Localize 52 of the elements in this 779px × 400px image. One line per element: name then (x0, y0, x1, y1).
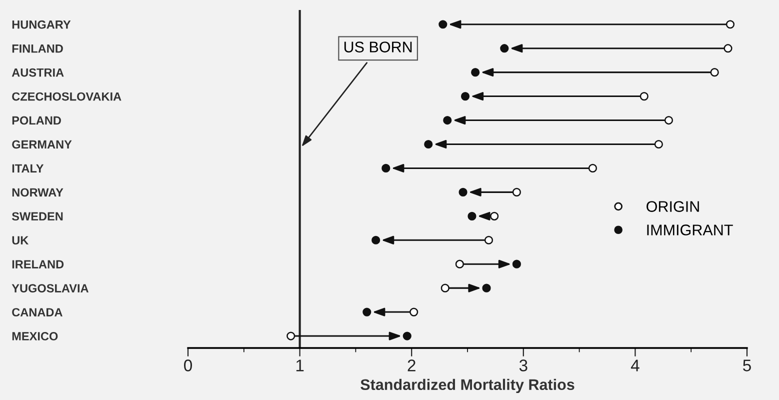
x-tick-label: 3 (519, 360, 528, 372)
y-tick-label: UK (12, 236, 29, 245)
x-tick-label: 2 (408, 360, 416, 372)
x-tick-label: 0 (184, 360, 192, 372)
point (458, 188, 468, 196)
y-tick-label: GERMANY (12, 140, 72, 149)
point (443, 116, 452, 125)
ref-line-label: US BORN (344, 42, 412, 52)
y-tick-label: YUGOSLAVIA (12, 284, 88, 292)
point (440, 284, 450, 292)
point (512, 260, 521, 268)
point (710, 68, 719, 77)
point (455, 260, 464, 268)
point (654, 140, 663, 149)
y-tick-label: AUSTRIA (12, 68, 64, 77)
point (490, 212, 499, 220)
y-tick-label: MEXICO (12, 332, 58, 340)
y-tick-label: POLAND (12, 116, 61, 125)
point (482, 284, 491, 292)
point (512, 188, 521, 196)
point (402, 332, 412, 340)
point (372, 236, 380, 244)
legend-label: IMMIGRANT (647, 224, 733, 236)
point (438, 20, 448, 29)
x-tick-label: 5 (743, 360, 751, 372)
point (362, 308, 372, 316)
point (484, 236, 494, 244)
x-tick-label: 1 (296, 360, 304, 372)
y-tick-label: HUNGARY (12, 20, 71, 29)
point (724, 44, 732, 53)
legend-label: ORIGIN (646, 201, 699, 212)
point (640, 92, 648, 101)
point (500, 44, 509, 53)
point (726, 20, 735, 29)
point (424, 140, 433, 149)
y-tick-label: SWEDEN (12, 212, 63, 221)
point (588, 164, 598, 173)
x-axis-title: Standardized Mortality Ratios (360, 378, 574, 394)
y-tick-label: CZECHOSLOVAKIA (12, 92, 122, 101)
y-tick-label: FINLAND (12, 44, 63, 53)
point (286, 332, 296, 340)
y-tick-label: CANADA (12, 308, 62, 316)
y-tick-label: ITALY (12, 164, 44, 172)
point (382, 164, 390, 173)
point (410, 308, 418, 316)
y-tick-label: NORWAY (12, 188, 64, 197)
point (471, 68, 480, 77)
point (468, 212, 476, 220)
x-tick-label: 4 (630, 360, 640, 372)
point (664, 116, 674, 125)
point (460, 92, 470, 101)
y-tick-label: IRELAND (12, 260, 64, 268)
